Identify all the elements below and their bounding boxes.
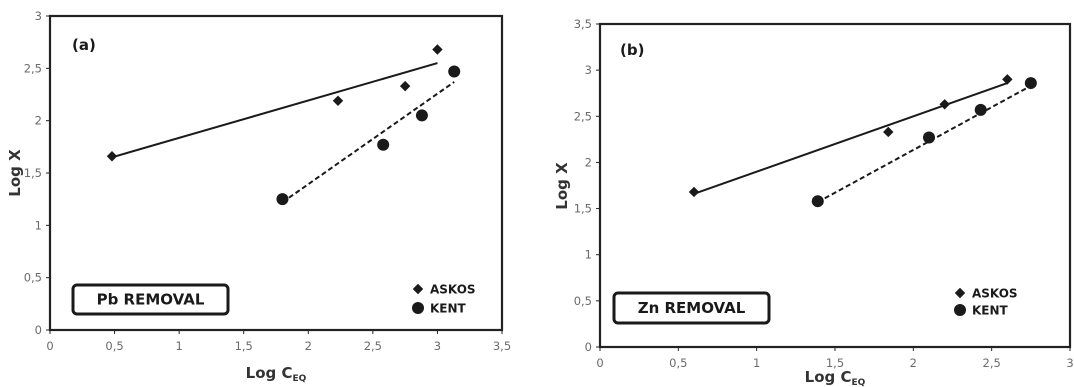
data-point-kent xyxy=(923,131,935,144)
y-tick-label: 2,5 xyxy=(24,61,42,75)
legend-label-askos: ASKOS xyxy=(972,287,1018,301)
data-point-askos xyxy=(399,80,411,92)
x-tick-label: 1 xyxy=(175,339,182,353)
data-point-kent xyxy=(415,109,428,122)
y-axis-title: Log X xyxy=(6,149,24,197)
data-point-kent xyxy=(377,138,390,151)
x-tick-label: 1 xyxy=(753,356,760,370)
legend-marker-askos xyxy=(412,283,424,295)
x-tick-label: 3,5 xyxy=(493,339,511,353)
data-point-askos xyxy=(939,99,950,110)
data-point-askos xyxy=(332,95,344,106)
legend-label-kent: KENT xyxy=(972,304,1009,318)
y-tick-label: 0 xyxy=(35,323,42,337)
data-point-kent xyxy=(974,103,987,116)
y-tick-label: 1 xyxy=(585,248,592,262)
data-point-kent xyxy=(448,65,461,78)
data-point-kent xyxy=(276,193,289,206)
y-tick-label: 0 xyxy=(585,340,592,354)
legend-marker-kent xyxy=(412,302,424,314)
x-tick-label: 0 xyxy=(596,356,603,370)
y-tick-label: 0,5 xyxy=(574,294,592,308)
y-tick-label: 2 xyxy=(585,155,592,169)
x-tick-label: 2,5 xyxy=(364,339,382,353)
x-tick-label: 3 xyxy=(1066,356,1073,370)
x-tick-label: 2,5 xyxy=(983,356,1001,370)
trendline-kent xyxy=(281,81,455,204)
y-tick-label: 1 xyxy=(35,218,42,232)
legend: ASKOS KENT xyxy=(412,283,476,316)
removal-label-box xyxy=(612,291,771,325)
y-tick-label: 0,5 xyxy=(24,271,42,285)
y-tick-label: 3 xyxy=(585,63,592,77)
y-tick-label: 1,5 xyxy=(24,166,42,180)
x-tick-label: 2 xyxy=(910,356,917,370)
removal-label-box xyxy=(71,283,230,316)
y-tick-label: 3 xyxy=(35,9,42,23)
x-tick-label: 3 xyxy=(434,339,441,353)
y-tick-label: 2 xyxy=(35,114,42,128)
data-point-askos xyxy=(432,44,443,55)
x-tick-label: 0,5 xyxy=(105,339,123,353)
legend-marker-kent xyxy=(954,304,966,316)
x-tick-label: 1,5 xyxy=(235,339,253,353)
trendline-askos xyxy=(111,62,438,159)
removal-label: Pb REMOVAL xyxy=(97,291,205,309)
y-axis-title: Log X xyxy=(553,162,571,210)
legend-marker-askos xyxy=(954,287,966,299)
x-axis-title-main: Log C xyxy=(246,364,293,382)
x-tick-label: 2 xyxy=(305,339,312,353)
data-point-kent xyxy=(811,195,824,208)
x-axis-title-main: Log C xyxy=(805,368,852,386)
y-tick-label: 3,5 xyxy=(574,17,592,31)
x-axis-title: Log CEQ xyxy=(246,364,307,384)
data-point-askos xyxy=(883,126,894,138)
trendline-askos xyxy=(693,82,1008,195)
x-axis-title: Log CEQ xyxy=(805,368,866,387)
x-axis-title-subscript: EQ xyxy=(293,374,307,384)
legend-label-askos: ASKOS xyxy=(430,283,476,297)
x-tick-label: 0 xyxy=(46,339,53,353)
data-point-askos xyxy=(688,186,700,198)
trendline-kent xyxy=(817,84,1032,203)
legend: ASKOS KENT xyxy=(954,287,1018,318)
data-point-kent xyxy=(1024,77,1037,90)
y-tick-label: 1,5 xyxy=(574,202,592,216)
data-point-askos xyxy=(106,151,118,162)
y-tick-label: 2,5 xyxy=(574,109,592,123)
panel-label: (b) xyxy=(620,41,644,59)
legend-label-kent: KENT xyxy=(430,302,467,316)
removal-label: Zn REMOVAL xyxy=(638,299,746,317)
x-tick-label: 1,5 xyxy=(826,356,844,370)
x-tick-label: 0,5 xyxy=(669,356,687,370)
panel-label: (a) xyxy=(72,36,96,54)
data-point-askos xyxy=(1002,74,1013,85)
x-axis-title-subscript: EQ xyxy=(852,378,866,387)
